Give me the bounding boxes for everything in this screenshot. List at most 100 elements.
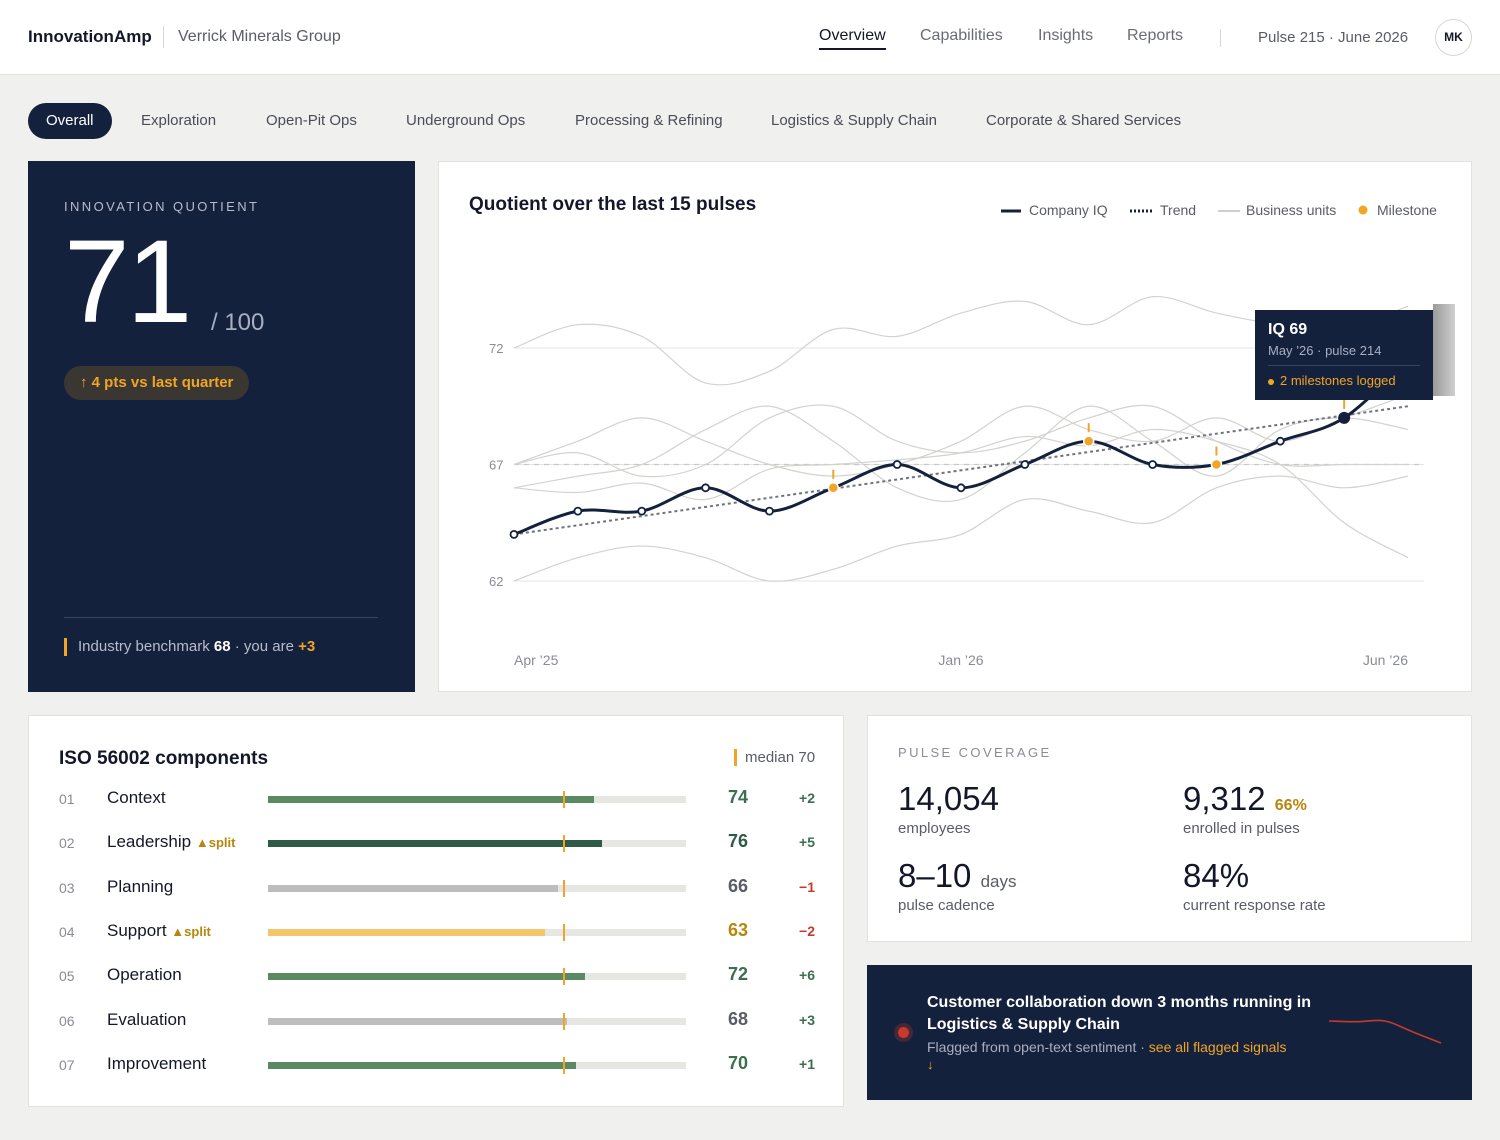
- iso-row[interactable]: 01 Context 74 +2: [29, 785, 843, 815]
- iso-score-bar: [268, 973, 585, 981]
- business-unit-line: [513, 405, 1409, 503]
- brand-logo[interactable]: InnovationAmp: [28, 27, 152, 46]
- divider: [163, 26, 164, 48]
- iso-row-name: Context: [107, 788, 166, 808]
- iso-score: 63: [728, 919, 749, 940]
- iso-row-name: Support ▲split: [107, 921, 211, 941]
- filter-open-pit-ops[interactable]: Open-Pit Ops: [266, 112, 357, 129]
- iso-row[interactable]: 04 Support ▲split 63 −2: [29, 918, 843, 948]
- iso-row-name: Leadership ▲split: [107, 832, 235, 852]
- iso-component-name: Support: [107, 920, 167, 940]
- data-point[interactable]: [956, 483, 966, 493]
- iso-delta: −1: [799, 878, 815, 895]
- data-point[interactable]: [701, 483, 710, 493]
- data-point[interactable]: [892, 460, 902, 469]
- iso-row[interactable]: 05 Operation 72 +6: [29, 962, 843, 992]
- benchmark-text: Industry benchmark: [78, 638, 210, 655]
- median-marker: [734, 749, 737, 766]
- alert-source: Flagged from open-text sentiment ·: [927, 1039, 1145, 1055]
- data-point[interactable]: [1275, 436, 1285, 446]
- iso-row[interactable]: 02 Leadership ▲split 76 +5: [29, 829, 843, 859]
- chart-tooltip: IQ 69 May ’26 · pulse 214 2 milestones l…: [1255, 310, 1433, 400]
- quotient-chart: 62 67 72 Apr ’25 Jan ’26 Jun ’26: [489, 296, 1424, 668]
- tooltip-milestones: 2 milestones logged: [1280, 373, 1396, 388]
- tooltip-title: IQ 69: [1268, 321, 1308, 338]
- iso-score-track: [268, 1056, 686, 1074]
- legend-swatch-milestone: [1358, 205, 1368, 215]
- legend-swatch-company: [1001, 209, 1021, 213]
- enrolled-percent: 66%: [1274, 797, 1307, 814]
- enrolled-label: enrolled in pulses: [1183, 820, 1300, 837]
- nav-overview[interactable]: Overview: [819, 27, 886, 50]
- split-warning-icon: ▲: [171, 923, 185, 939]
- milestone-point[interactable]: [1210, 458, 1223, 471]
- business-unit-line: [513, 394, 1409, 477]
- iso-row[interactable]: 07 Improvement 70 +1: [29, 1051, 843, 1081]
- sparkline-path: [1328, 1019, 1442, 1044]
- iso-delta: +6: [799, 967, 815, 984]
- iso-components-card: ISO 56002 components median 70 01 Context…: [28, 715, 844, 1107]
- iso-score: 76: [728, 831, 749, 852]
- iso-score-track: [268, 1012, 686, 1030]
- iso-score-bar: [268, 1061, 576, 1069]
- iso-score-bar: [268, 928, 546, 936]
- iso-score-track: [268, 879, 686, 897]
- see-flagged-signals-link[interactable]: see all flagged signals: [1148, 1039, 1287, 1055]
- nav-capabilities[interactable]: Capabilities: [920, 27, 1003, 44]
- milestone-point[interactable]: [1082, 435, 1095, 447]
- iq-max: / 100: [211, 309, 265, 336]
- alert-dot-icon: [898, 1027, 909, 1038]
- iso-row[interactable]: 03 Planning 66 −1: [29, 874, 843, 904]
- filter-processing-refining[interactable]: Processing & Refining: [575, 112, 723, 129]
- nav-reports[interactable]: Reports: [1127, 27, 1184, 44]
- highlight-point[interactable]: [1338, 411, 1351, 424]
- iso-component-name: Operation: [107, 965, 182, 985]
- top-bar: InnovationAmp Verrick Minerals Group Ove…: [0, 0, 1500, 75]
- iso-row[interactable]: 06 Evaluation 68 +3: [29, 1007, 843, 1037]
- business-unit-line: [513, 475, 1409, 582]
- split-badge: split: [184, 923, 211, 939]
- nav-insights[interactable]: Insights: [1038, 27, 1094, 44]
- data-point[interactable]: [1020, 460, 1030, 469]
- iso-delta: +5: [799, 834, 815, 851]
- data-point[interactable]: [1148, 460, 1157, 469]
- divider: [1220, 29, 1221, 47]
- iso-row-name: Evaluation: [107, 1010, 186, 1030]
- filter-logistics-supply-chain[interactable]: Logistics & Supply Chain: [771, 112, 937, 129]
- coverage-label: PULSE COVERAGE: [898, 745, 1052, 760]
- iso-row-name: Planning: [107, 877, 173, 897]
- tooltip-subtitle: May ’26 · pulse 214: [1268, 343, 1382, 358]
- data-point[interactable]: [637, 506, 647, 516]
- iso-row-number: 05: [59, 968, 75, 985]
- y-tick-label: 62: [489, 574, 503, 589]
- filter-corporate-shared-services[interactable]: Corporate & Shared Services: [986, 112, 1182, 129]
- iq-delta-text: 4 pts vs last quarter: [91, 374, 234, 391]
- iso-row-number: 01: [59, 791, 75, 807]
- benchmark-marker: [64, 638, 67, 656]
- pulse-coverage-card: PULSE COVERAGE 14,054 employees 9,312 66…: [867, 715, 1472, 942]
- legend-swatch-units: [1218, 210, 1240, 212]
- data-point[interactable]: [509, 529, 519, 539]
- iso-component-name: Evaluation: [107, 1009, 187, 1029]
- filter-underground-ops[interactable]: Underground Ops: [406, 112, 526, 129]
- legend-trend: Trend: [1160, 202, 1197, 218]
- filter-overall[interactable]: Overall: [28, 103, 112, 139]
- arrow-down-icon: ↓: [927, 1057, 934, 1072]
- innovation-quotient-card: INNOVATION QUOTIENT 71 / 100 ↑ 4 pts vs …: [28, 161, 415, 692]
- data-point[interactable]: [765, 506, 774, 516]
- x-tick-label: Jun ’26: [1363, 652, 1408, 668]
- signal-alert-card[interactable]: Customer collaboration down 3 months run…: [867, 965, 1472, 1100]
- median-tick: [563, 1056, 565, 1074]
- legend-swatch-trend: [1130, 209, 1152, 213]
- response-label: current response rate: [1183, 897, 1326, 914]
- arrow-up-icon: ↑: [80, 374, 88, 391]
- data-point[interactable]: [573, 506, 583, 516]
- filter-exploration[interactable]: Exploration: [141, 112, 217, 129]
- avatar[interactable]: MK: [1435, 19, 1472, 56]
- milestone-point[interactable]: [827, 482, 840, 494]
- iso-delta: −2: [799, 922, 815, 939]
- alert-title: Customer collaboration down 3 months run…: [927, 994, 1311, 1033]
- iso-component-name: Context: [107, 788, 166, 807]
- iso-score-bar: [268, 1017, 568, 1025]
- divider: [64, 617, 378, 618]
